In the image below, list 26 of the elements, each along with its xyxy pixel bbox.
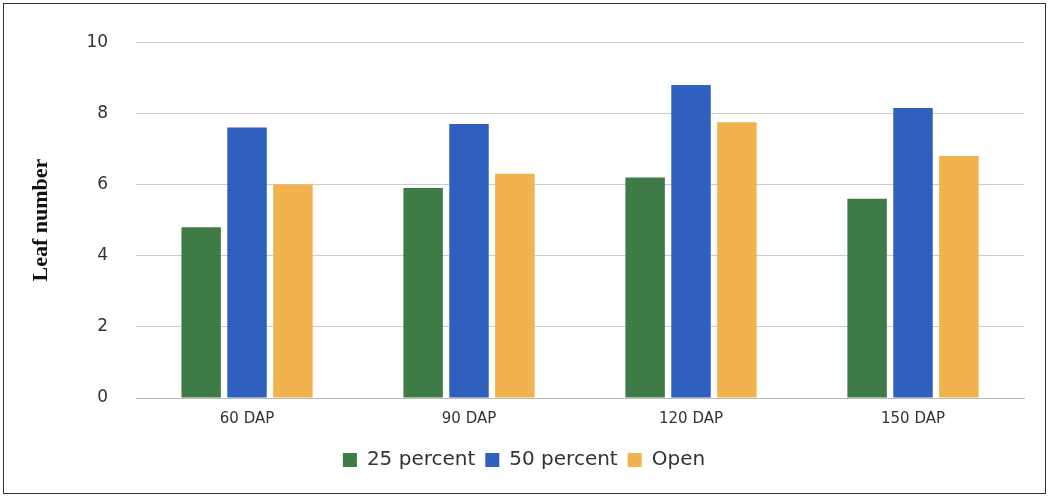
x-tick-label: 60 DAP bbox=[219, 408, 275, 427]
bar bbox=[227, 127, 267, 398]
y-tick-label: 6 bbox=[97, 172, 109, 193]
y-tick-label: 0 bbox=[97, 386, 109, 407]
bar bbox=[717, 122, 757, 398]
y-tick-label: 4 bbox=[97, 244, 109, 265]
bar bbox=[625, 177, 665, 398]
legend-label: 50 percent bbox=[509, 446, 618, 471]
legend-label: Open bbox=[651, 446, 706, 471]
bar bbox=[181, 227, 221, 398]
bar bbox=[847, 198, 887, 398]
bar bbox=[403, 188, 443, 398]
bar bbox=[273, 184, 313, 398]
y-tick-label: 8 bbox=[97, 101, 109, 122]
legend-label: 25 percent bbox=[366, 446, 476, 471]
y-axis-title: Leaf number bbox=[26, 158, 52, 282]
y-tick-label: 10 bbox=[86, 30, 109, 51]
bar bbox=[449, 124, 489, 398]
x-tick-label: 90 DAP bbox=[441, 408, 497, 427]
bar bbox=[939, 156, 979, 398]
bar bbox=[495, 173, 535, 398]
x-tick-label: 120 DAP bbox=[659, 408, 724, 427]
bar bbox=[671, 84, 711, 398]
bar bbox=[893, 108, 933, 398]
y-tick-label: 2 bbox=[97, 315, 109, 336]
x-tick-label: 150 DAP bbox=[881, 408, 945, 427]
